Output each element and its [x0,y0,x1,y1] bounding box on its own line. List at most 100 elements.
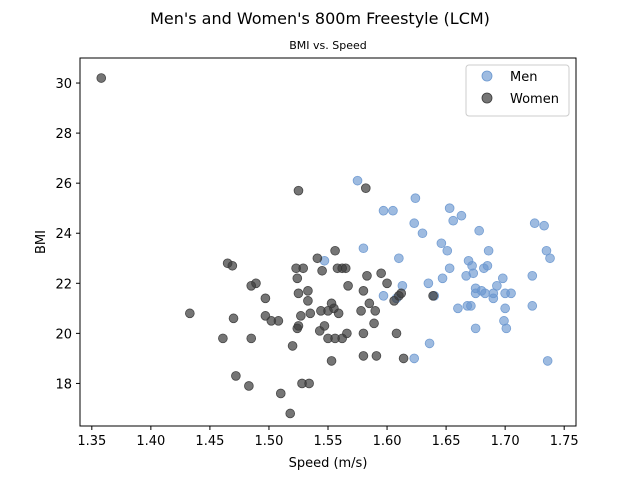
data-point [442,245,453,256]
data-point [227,260,238,271]
data-point [343,281,353,291]
legend-label-women: Women [510,92,559,107]
data-point [470,288,481,299]
data-point [428,291,438,301]
series-men [319,175,555,366]
data-point [394,253,404,264]
legend-marker-women [481,92,493,104]
data-point [539,220,549,231]
data-point [285,408,296,419]
data-point [456,210,467,221]
x-tick-label: 1.45 [195,434,224,449]
data-point [506,288,516,299]
data-point [410,193,421,203]
data-point [303,286,313,296]
y-tick-label: 22 [55,277,72,292]
x-tick-label: 1.55 [314,434,343,449]
data-point [246,281,257,291]
data-point [228,313,239,324]
series-women [96,73,438,419]
data-point [218,333,228,344]
x-tick-label: 1.50 [254,434,283,449]
data-point [529,218,540,229]
data-point [317,265,327,276]
points-layer [96,73,555,419]
data-point [542,356,553,366]
data-point [396,288,407,299]
data-point [358,351,369,361]
data-point [378,205,389,216]
chart-title: Men's and Women's 800m Freestyle (LCM) [150,9,490,28]
data-point [370,306,381,316]
data-point [364,298,375,309]
data-point [382,278,392,289]
data-point [483,245,494,256]
x-tick-label: 1.60 [373,434,402,449]
data-point [260,293,271,304]
data-point [330,245,340,256]
data-point [474,225,484,236]
data-point [545,253,555,264]
data-point [326,356,337,366]
data-point [378,291,389,301]
data-point [312,253,323,264]
data-point [497,273,508,284]
data-point [244,381,254,391]
data-point [437,273,448,284]
data-point [275,388,286,399]
legend-marker-men [481,70,493,82]
data-point [358,286,369,296]
legend-label-men: Men [510,70,537,85]
y-tick-label: 18 [55,377,72,392]
data-point [470,323,481,334]
data-point [246,333,257,344]
data-point [298,263,309,274]
data-point [305,308,316,319]
data-point [409,353,420,364]
data-point [293,185,304,196]
data-point [391,328,402,339]
data-point [185,308,195,319]
chart-subtitle: BMI vs. Speed [289,39,367,52]
data-point [527,270,538,281]
data-point [358,243,369,254]
data-point [448,215,458,226]
data-point [424,338,435,349]
y-axis-label: BMI [34,230,49,254]
data-point [296,311,306,321]
data-point [388,205,398,216]
data-point [340,263,351,274]
data-point [501,323,512,334]
y-axis: 18 20 22 24 26 28 30 [55,77,80,392]
data-point [293,321,304,331]
data-point [480,288,490,299]
data-point [231,371,241,381]
data-point [356,306,366,316]
data-point [304,378,314,389]
data-point [360,183,371,193]
x-tick-label: 1.35 [77,434,106,449]
data-point [444,203,455,214]
data-point [389,296,399,306]
data-point [468,268,479,279]
data-point [369,318,379,329]
data-point [453,303,463,314]
x-tick-label: 1.75 [550,434,579,449]
data-point [293,288,304,299]
data-point [371,351,382,361]
data-point [423,278,434,289]
x-tick-label: 1.40 [136,434,165,449]
data-point [333,308,344,319]
data-point [436,238,447,249]
data-point [314,326,325,336]
data-point [444,263,455,274]
data-point [287,341,298,351]
x-axis: 1.35 1.40 1.45 1.50 1.55 1.60 1.65 1.70 1.75 [77,426,579,449]
data-point [500,303,510,314]
data-point [488,293,499,304]
data-point [337,333,347,344]
x-tick-label: 1.70 [491,434,520,449]
data-point [273,316,284,326]
x-tick-label: 1.65 [432,434,461,449]
